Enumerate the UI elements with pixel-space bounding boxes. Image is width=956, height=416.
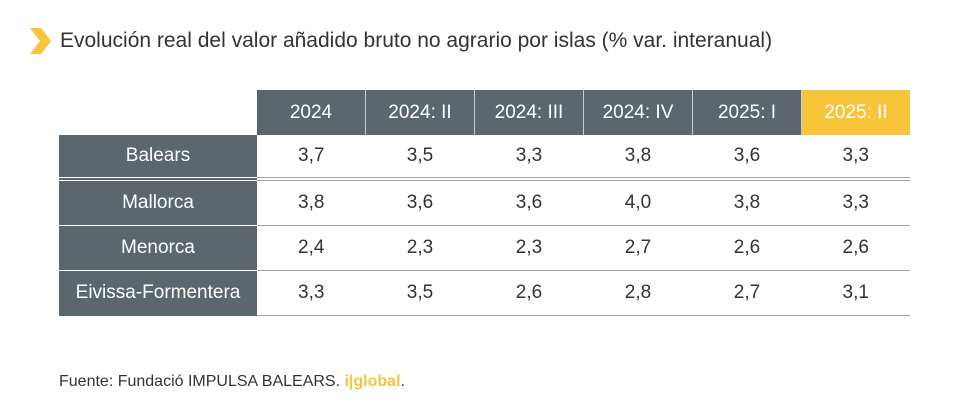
header-corner	[59, 90, 257, 135]
source-text: Fuente: Fundació IMPULSA BALEARS.	[59, 373, 341, 390]
row-label: Menorca	[59, 225, 257, 271]
column-header: 2025: I	[692, 90, 802, 135]
column-header-highlighted: 2025: II	[801, 90, 910, 135]
table-cell: 2,6	[692, 225, 802, 271]
table-cell: 3,6	[692, 135, 802, 181]
column-header: 2024: IV	[583, 90, 693, 135]
column-header: 2024	[257, 90, 366, 135]
table-row: Menorca 2,4 2,3 2,3 2,7 2,6 2,6	[59, 225, 910, 271]
source-footer: Fuente: Fundació IMPULSA BALEARS. i|glob…	[59, 373, 405, 391]
chevron-right-icon	[30, 28, 51, 54]
table-cell: 3,3	[801, 179, 910, 226]
table-cell: 3,3	[257, 270, 366, 316]
row-label: Eivissa-Formentera	[59, 270, 257, 316]
table-cell: 3,8	[692, 179, 802, 226]
row-label: Balears	[59, 135, 257, 181]
table-cell: 3,7	[257, 135, 366, 181]
table-cell: 3,8	[257, 179, 366, 226]
table-cell: 2,3	[365, 225, 475, 271]
table-cell: 2,7	[583, 225, 693, 271]
table-cell: 2,7	[692, 270, 802, 316]
table-cell: 4,0	[583, 179, 693, 226]
table-cell: 2,4	[257, 225, 366, 271]
data-table: 2024 2024: II 2024: III 2024: IV 2025: I…	[59, 90, 910, 316]
column-header: 2024: II	[365, 90, 475, 135]
table-row: Eivissa-Formentera 3,3 3,5 2,6 2,8 2,7 3…	[59, 270, 910, 316]
table-cell: 3,5	[365, 270, 475, 316]
table-cell: 3,6	[474, 179, 584, 226]
column-header: 2024: III	[474, 90, 584, 135]
table-cell: 3,3	[801, 135, 910, 181]
table-cell: 2,3	[474, 225, 584, 271]
table-cell: 3,8	[583, 135, 693, 181]
table-cell: 2,6	[474, 270, 584, 316]
brand-logo: i|global	[344, 373, 401, 390]
table-cell: 2,6	[801, 225, 910, 271]
table-cell: 3,1	[801, 270, 910, 316]
table-cell: 2,8	[583, 270, 693, 316]
table-cell: 3,6	[365, 179, 475, 226]
table-cell: 3,3	[474, 135, 584, 181]
table-cell: 3,5	[365, 135, 475, 181]
row-label: Mallorca	[59, 179, 257, 226]
table-row: Mallorca 3,8 3,6 3,6 4,0 3,8 3,3	[59, 179, 910, 226]
title-row: Evolución real del valor añadido bruto n…	[30, 27, 772, 55]
table-row: Balears 3,7 3,5 3,3 3,8 3,6 3,3	[59, 135, 910, 181]
page-title: Evolución real del valor añadido bruto n…	[60, 29, 773, 52]
footer-period: .	[400, 373, 405, 390]
header-row: 2024 2024: II 2024: III 2024: IV 2025: I…	[59, 90, 910, 135]
